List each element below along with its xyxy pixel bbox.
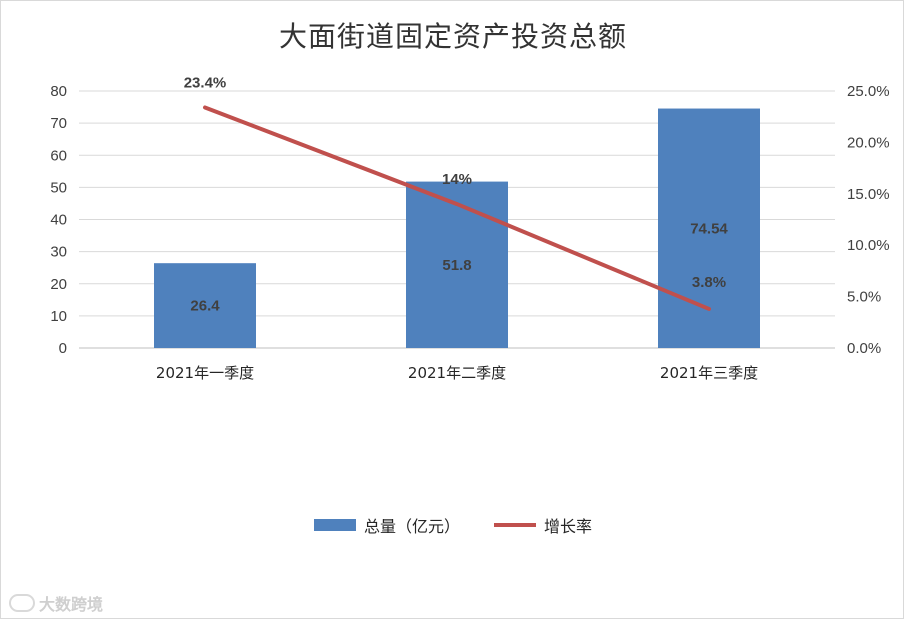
watermark: 大数跨境 [9,591,103,615]
growth-line [203,105,711,311]
y-right-tick-label: 10.0% [847,237,890,254]
legend-swatch-bar [313,519,356,531]
watermark-logo-icon [9,594,35,612]
x-category-label: 2021年二季度 [408,364,506,382]
y-left-tick-label: 10 [50,308,67,325]
bar [406,181,508,348]
bar-data-label: 26.4 [190,298,220,315]
y-left-tick-label: 80 [50,83,67,100]
legend: 总量（亿元） 增长率 [1,513,903,537]
y-right-tick-label: 5.0% [847,289,881,306]
legend-label-bar: 总量（亿元） [363,517,460,536]
x-category-label: 2021年三季度 [660,364,758,382]
watermark-text: 大数跨境 [39,595,104,614]
legend-item-bar: 总量（亿元） [313,513,460,537]
line-data-label: 23.4% [184,74,227,91]
legend-item-line: 增长率 [494,513,592,537]
bar-data-label: 74.54 [690,220,728,237]
y-left-tick-label: 60 [50,147,67,164]
y-right-tick-label: 0.0% [847,340,881,357]
x-category-label: 2021年一季度 [156,364,254,382]
bar [154,263,256,348]
line-data-label: 14% [442,171,472,188]
line-data-label: 3.8% [692,274,726,291]
bar-data-label: 51.8 [442,257,471,274]
y-left-tick-label: 20 [50,276,67,293]
y-left-tick-label: 0 [59,340,67,357]
legend-swatch-line [494,523,536,527]
legend-label-line: 增长率 [544,517,593,536]
y-right-tick-label: 20.0% [847,134,890,151]
y-left-tick-label: 70 [50,115,67,132]
y-right-tick-label: 15.0% [847,186,890,203]
y-left-tick-label: 30 [50,244,67,261]
y-left-tick-label: 50 [50,179,67,196]
chart-title: 大面街道固定资产投资总额 [278,20,627,53]
y-left-tick-label: 40 [50,212,67,229]
y-right-tick-label: 25.0% [847,83,890,100]
